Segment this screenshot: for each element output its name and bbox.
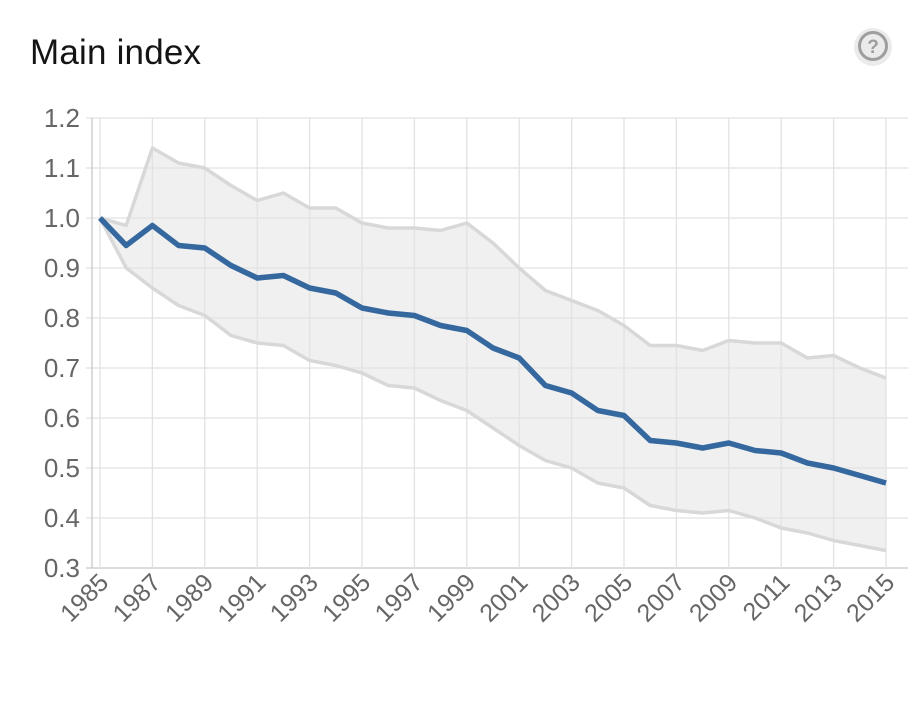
upper-band-line [99,146,887,380]
y-axis-label: 1.0 [44,203,80,233]
y-axis-label: 0.9 [44,253,80,283]
x-axis-label: 2001 [474,568,533,627]
x-axis-label: 1993 [265,568,324,627]
x-axis-label: 1995 [317,568,376,627]
x-axis-label: 2003 [527,568,586,627]
y-axis-label: 0.5 [44,453,80,483]
x-axis-label: 2005 [579,568,638,627]
help-button[interactable]: ? [853,27,893,67]
y-axis-label: 0.7 [44,353,80,383]
x-axis-label: 1997 [370,568,429,627]
y-axis-label: 1.1 [44,153,80,183]
main-index-line [98,216,887,486]
x-axis-label: 2015 [841,568,900,627]
y-axis-label: 0.8 [44,303,80,333]
x-axis-label: 1999 [422,568,481,627]
chart-header: Main index ? [0,0,923,92]
x-axis-label: 1989 [160,568,219,627]
x-axis-label: 1991 [212,568,271,627]
x-axis-label: 2013 [789,568,848,627]
y-axis-label: 0.3 [44,553,80,583]
y-axis-label: 1.2 [44,103,80,133]
lower-band-line [98,217,887,553]
y-axis-label: 0.4 [44,503,80,533]
x-axis-label: 1987 [108,568,167,627]
x-axis-label: 2007 [632,568,691,627]
y-axis-label: 0.6 [44,403,80,433]
help-icon: ? [854,28,892,66]
x-axis-label: 2011 [738,568,796,626]
page-title: Main index [30,33,202,72]
help-question-glyph: ? [867,37,879,58]
x-axis-label: 2009 [684,568,743,627]
